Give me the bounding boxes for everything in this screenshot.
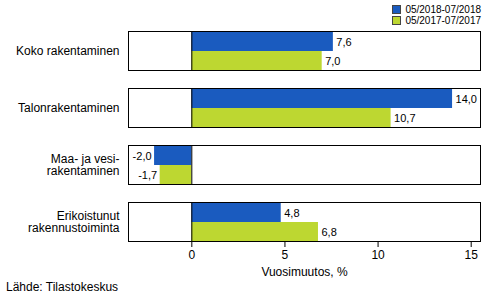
svg-text:7,6: 7,6 <box>336 36 351 48</box>
html-text:05/2018-07/2018: 05/2018-07/2018 <box>405 4 481 15</box>
svg-text:Erikoistunutrakennustoiminta: Erikoistunutrakennustoiminta <box>28 209 120 235</box>
svg-text:Talonrakentaminen: Talonrakentaminen <box>18 101 119 115</box>
svg-text:14,0: 14,0 <box>456 93 477 105</box>
svg-text:6,8: 6,8 <box>321 226 336 238</box>
svg-text:0: 0 <box>188 248 195 262</box>
svg-text:-2,0: -2,0 <box>133 150 152 162</box>
svg-text:Maa- ja vesi-rakentaminen: Maa- ja vesi-rakentaminen <box>47 152 120 178</box>
svg-text:10: 10 <box>371 248 385 262</box>
svg-text:15: 15 <box>465 248 479 262</box>
svg-text:-1,7: -1,7 <box>138 169 157 181</box>
html-text:05/2017-07/2017: 05/2017-07/2017 <box>405 15 481 26</box>
svg-text:Koko rakentaminen: Koko rakentaminen <box>16 44 119 58</box>
svg-text:10,7: 10,7 <box>394 112 415 124</box>
svg-text:Vuosimuutos, %: Vuosimuutos, % <box>261 265 348 279</box>
svg-text:7,0: 7,0 <box>325 55 340 67</box>
svg-text:5: 5 <box>282 248 289 262</box>
svg-text:4,8: 4,8 <box>284 207 299 219</box>
html-text:Lähde: Tilastokeskus: Lähde: Tilastokeskus <box>6 280 119 294</box>
